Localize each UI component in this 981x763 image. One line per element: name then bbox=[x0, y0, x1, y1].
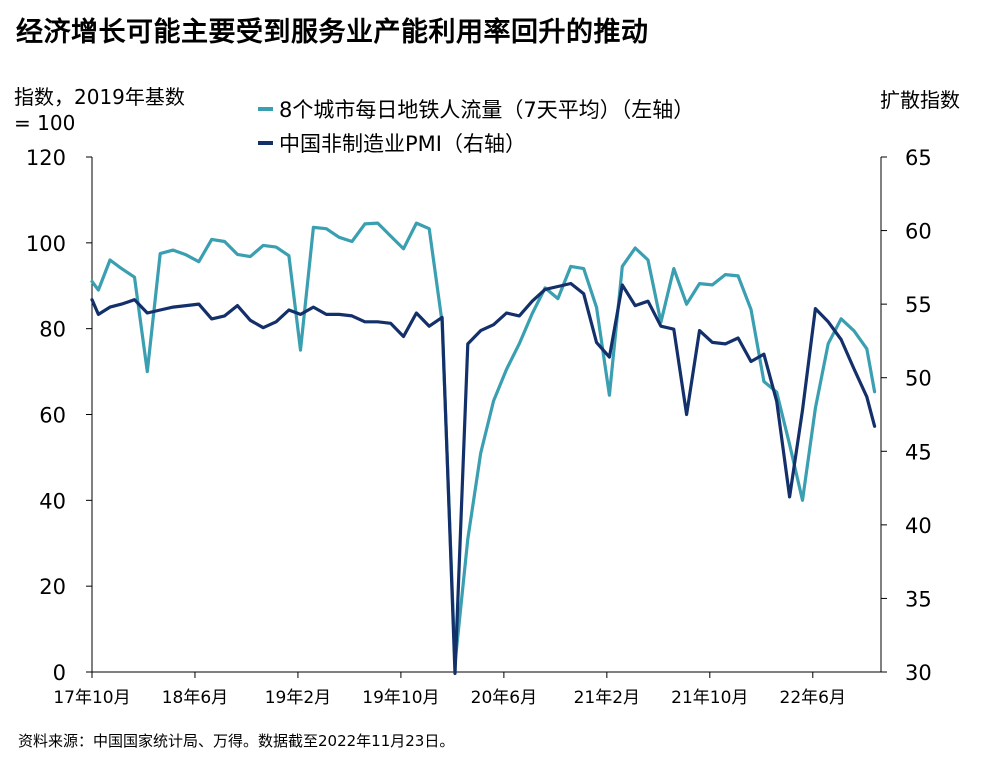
x-tick-label: 19年2月 bbox=[265, 688, 331, 708]
left-axis-unit-label: 指数，2019年基数 = 100 bbox=[14, 84, 234, 136]
right-tick-label: 40 bbox=[905, 514, 932, 538]
legend-item-pmi: 中国非制造业PMI（右轴） bbox=[258, 126, 694, 160]
x-tick-label: 19年10月 bbox=[362, 688, 439, 708]
right-tick-label: 50 bbox=[905, 367, 932, 391]
series-line-pmi bbox=[90, 281, 877, 676]
right-tick-label: 45 bbox=[905, 440, 932, 464]
legend-swatch-pmi bbox=[258, 141, 273, 145]
left-tick-label: 20 bbox=[39, 575, 66, 599]
series-lines bbox=[90, 221, 877, 676]
right-tick-label: 30 bbox=[905, 661, 932, 685]
legend-label-pmi: 中国非制造业PMI（右轴） bbox=[279, 132, 526, 156]
series-line-metro bbox=[90, 221, 877, 665]
x-tick-label: 22年6月 bbox=[780, 688, 846, 708]
legend-item-metro: 8个城市每日地铁人流量（7天平均）（左轴） bbox=[258, 92, 694, 126]
left-tick-label: 120 bbox=[26, 146, 66, 170]
left-tick-label: 80 bbox=[39, 318, 66, 342]
x-tick-label: 21年10月 bbox=[671, 688, 748, 708]
left-axis-unit-line2: = 100 bbox=[14, 111, 76, 135]
x-tick-label: 17年10月 bbox=[53, 688, 130, 708]
legend-swatch-metro bbox=[258, 107, 273, 111]
right-tick-label: 35 bbox=[905, 587, 932, 611]
x-tick-label: 20年6月 bbox=[471, 688, 537, 708]
right-axis-unit-label: 扩散指数 bbox=[880, 88, 960, 112]
left-axis-unit-line1: 指数，2019年基数 bbox=[14, 85, 185, 109]
chart-title: 经济增长可能主要受到服务业产能利用率回升的推动 bbox=[16, 17, 649, 48]
legend: 8个城市每日地铁人流量（7天平均）（左轴） 中国非制造业PMI（右轴） bbox=[258, 92, 694, 160]
legend-label-metro: 8个城市每日地铁人流量（7天平均）（左轴） bbox=[279, 98, 695, 122]
left-tick-label: 0 bbox=[53, 661, 66, 685]
source-note: 资料来源：中国国家统计局、万得。数据截至2022年11月23日。 bbox=[18, 732, 455, 750]
right-tick-label: 60 bbox=[905, 220, 932, 244]
axes: 0 20 40 60 80 100 120 30 35 40 45 50 55 60 65 17年10月 18年… bbox=[26, 146, 932, 708]
left-tick-label: 60 bbox=[39, 404, 66, 428]
x-tick-label: 18年6月 bbox=[162, 688, 228, 708]
x-tick-label: 21年2月 bbox=[574, 688, 640, 708]
right-tick-label: 65 bbox=[905, 146, 932, 170]
left-tick-label: 40 bbox=[39, 489, 66, 513]
left-tick-label: 100 bbox=[26, 232, 66, 256]
right-tick-label: 55 bbox=[905, 293, 932, 317]
